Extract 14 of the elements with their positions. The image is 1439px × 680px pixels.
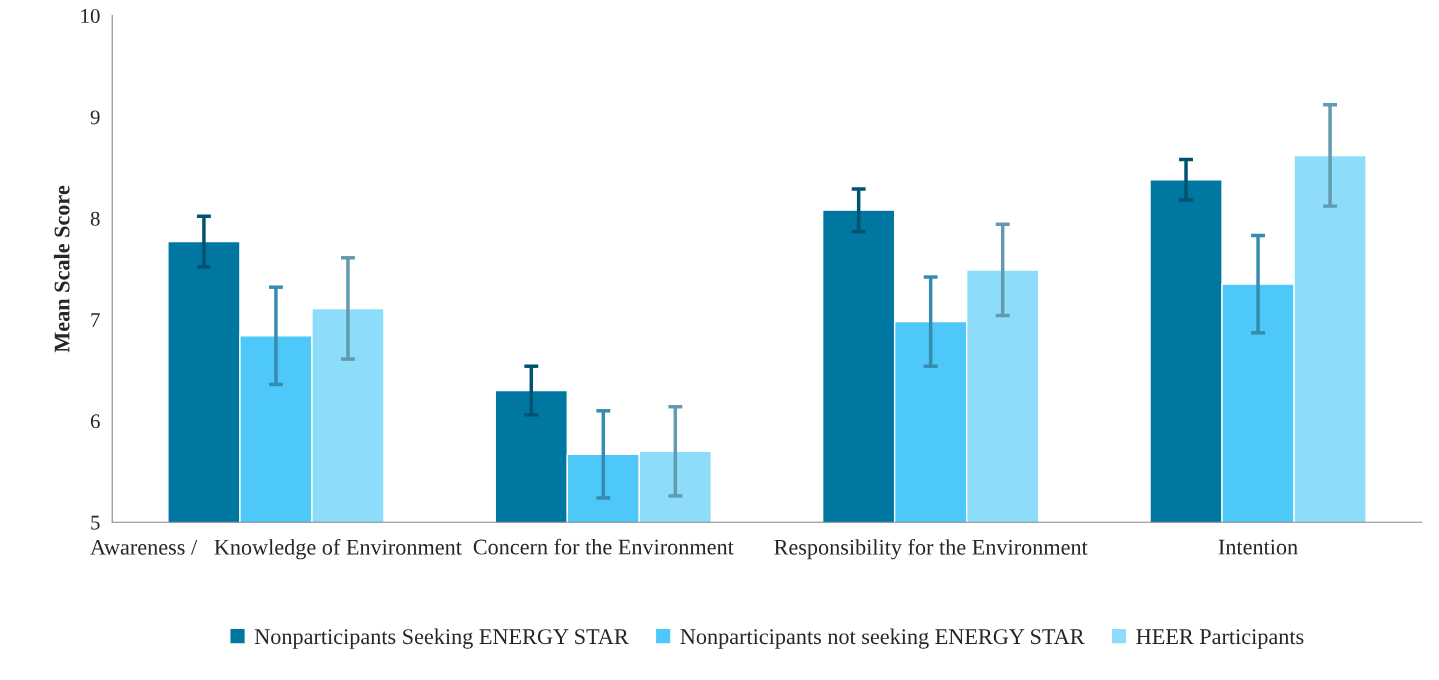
legend-label: HEER Participants <box>1136 629 1304 649</box>
legend-label: Nonparticipants not seeking ENERGY STAR <box>680 628 1085 649</box>
x-tick-label: Concern for the Environment <box>473 538 734 555</box>
y-axis-title: Mean Scale Score <box>53 185 70 353</box>
x-tick-label: Awareness / Knowledge of Environment <box>90 538 462 560</box>
y-tick-label: 8 <box>90 211 100 226</box>
y-tick-label: 9 <box>90 110 100 125</box>
y-tick-label: 6 <box>90 414 100 429</box>
x-tick-label: Intention <box>1218 539 1298 555</box>
y-tick-label: 7 <box>91 313 100 327</box>
x-tick-label: Responsibility for the Environment <box>774 538 1088 560</box>
y-tick-label: 10 <box>81 9 100 24</box>
y-tick-label: 5 <box>91 515 100 530</box>
legend-label: Nonparticipants Seeking ENERGY STAR <box>254 628 629 649</box>
